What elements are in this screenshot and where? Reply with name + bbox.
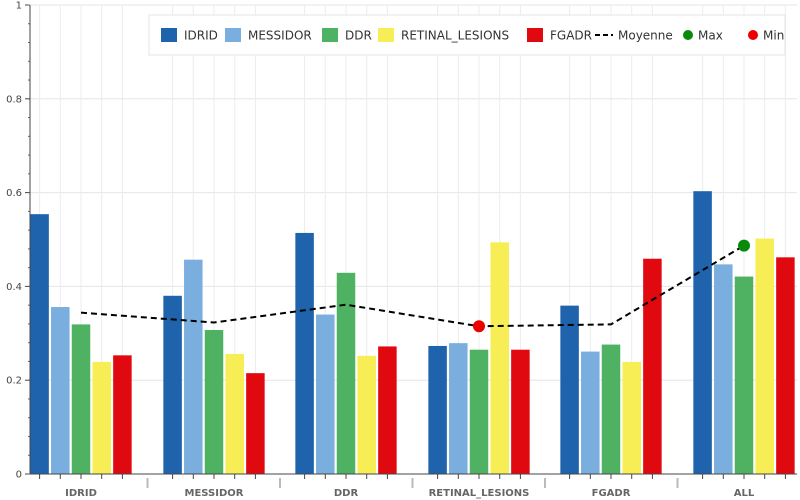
marker-max[interactable]	[738, 239, 750, 252]
y-tick-label: 1	[16, 1, 22, 12]
y-tick-label: 0.2	[6, 376, 22, 387]
y-tick-label: 0.8	[6, 94, 22, 105]
bar-fgadr-fgadr[interactable]	[643, 258, 662, 474]
bar-ddr-retinal-lesions[interactable]	[469, 349, 489, 474]
bar-idrid-ddr[interactable]	[295, 232, 314, 474]
x-tick-label: MESSIDOR	[185, 488, 244, 499]
legend-swatch	[225, 28, 241, 42]
bar-ddr-idrid[interactable]	[71, 324, 91, 474]
bars	[30, 191, 795, 475]
bar-retinal-lesions-all[interactable]	[755, 238, 774, 474]
bar-idrid-idrid[interactable]	[30, 214, 49, 475]
x-tick-label: RETINAL_LESIONS	[429, 488, 530, 499]
bar-fgadr-all[interactable]	[776, 257, 795, 474]
marker-min[interactable]	[473, 320, 485, 333]
bar-retinal-lesions-fgadr[interactable]	[622, 361, 641, 474]
bar-idrid-messidor[interactable]	[163, 295, 182, 474]
bar-messidor-ddr[interactable]	[316, 314, 335, 474]
bar-ddr-fgadr[interactable]	[601, 344, 621, 474]
bar-ddr-all[interactable]	[734, 276, 754, 474]
x-tick-label: ALL	[734, 488, 755, 499]
y-tick-label: 0.6	[6, 188, 22, 199]
legend-label: Moyenne	[618, 29, 673, 43]
bar-messidor-fgadr[interactable]	[581, 351, 600, 474]
bar-retinal-lesions-retinal-lesions[interactable]	[490, 242, 509, 474]
legend-label: IDRID	[184, 29, 218, 43]
bar-retinal-lesions-ddr[interactable]	[357, 355, 376, 474]
legend-swatch	[683, 30, 693, 40]
bar-retinal-lesions-idrid[interactable]	[92, 361, 111, 474]
grid	[30, 4, 797, 475]
legend-label: FGADR	[550, 29, 592, 43]
bar-retinal-lesions-messidor[interactable]	[225, 353, 244, 474]
legend-swatch	[527, 28, 543, 42]
legend-label: Max	[698, 29, 723, 43]
x-tick-label: IDRID	[65, 488, 97, 499]
mean-line	[80, 244, 745, 328]
bar-idrid-fgadr[interactable]	[560, 305, 579, 474]
legend-box	[148, 14, 786, 56]
legend-label: MESSIDOR	[248, 29, 312, 43]
legend-label: RETINAL_LESIONS	[401, 29, 509, 43]
bar-messidor-retinal-lesions[interactable]	[449, 343, 468, 474]
bar-fgadr-ddr[interactable]	[378, 346, 397, 474]
bar-fgadr-retinal-lesions[interactable]	[511, 349, 530, 474]
bar-messidor-idrid[interactable]	[51, 307, 70, 474]
legend-item-min[interactable]: Min	[748, 29, 784, 43]
legend-item-messidor[interactable]: MESSIDOR	[225, 28, 312, 43]
legend-swatch	[322, 28, 338, 42]
legend-label: DDR	[345, 29, 372, 43]
bar-fgadr-idrid[interactable]	[113, 355, 132, 474]
legend-swatch	[378, 28, 394, 42]
bar-fgadr-messidor[interactable]	[246, 373, 265, 474]
legend-swatch	[161, 28, 177, 42]
legend-item-ddr[interactable]: DDR	[322, 28, 372, 43]
bar-ddr-ddr[interactable]	[336, 272, 356, 474]
bar-idrid-retinal-lesions[interactable]	[428, 345, 447, 474]
legend-item-max[interactable]: Max	[683, 29, 723, 43]
legend-item-moyenne[interactable]: Moyenne	[595, 29, 673, 43]
x-tick-label: DDR	[334, 488, 359, 499]
line-moyenne	[80, 244, 745, 328]
axes: 0 0.2 0.4 0.6 0.8 1 IDRID MESSIDOR DDR RETINAL_LE…	[6, 1, 797, 499]
bar-ddr-messidor[interactable]	[204, 330, 224, 474]
legend[interactable]: IDRID MESSIDOR DDR RETINAL_LESIONS FGADR Moye…	[148, 14, 786, 56]
bar-idrid-all[interactable]	[693, 191, 712, 474]
y-tick-label: 0.4	[6, 282, 22, 293]
markers	[473, 239, 750, 333]
x-tick-label: FGADR	[592, 488, 631, 499]
legend-item-idrid[interactable]: IDRID	[161, 28, 218, 43]
legend-item-retinal-lesions[interactable]: RETINAL_LESIONS	[378, 28, 509, 43]
legend-swatch	[748, 30, 758, 40]
legend-item-fgadr[interactable]: FGADR	[527, 28, 592, 43]
legend-label: Min	[763, 29, 784, 43]
y-tick-label: 0	[16, 470, 22, 481]
bar-messidor-all[interactable]	[714, 264, 733, 474]
bar-messidor-messidor[interactable]	[184, 259, 203, 474]
